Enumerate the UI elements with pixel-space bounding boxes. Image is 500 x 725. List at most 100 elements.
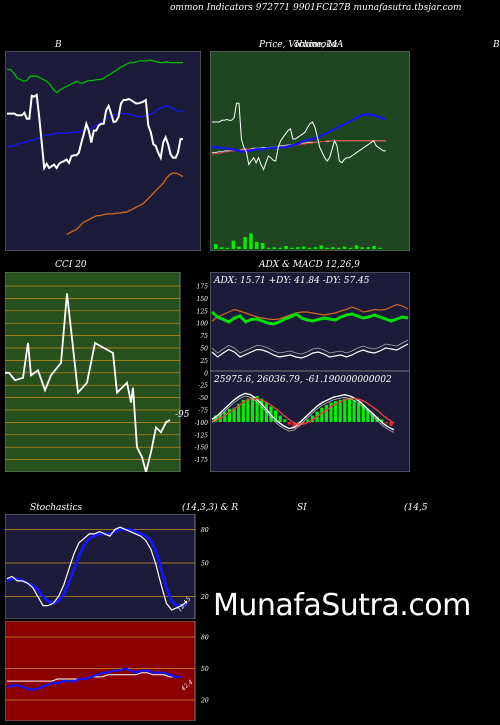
macd-histogram-bar [357, 402, 361, 422]
cci-tick-label: 0 [204, 370, 208, 377]
bollinger-upper-line [7, 59, 183, 94]
stochastics-tick-label: 80 [201, 527, 209, 534]
cci-tick-label: -125 [195, 432, 209, 439]
macd-histogram-bar [287, 422, 291, 425]
macd-secondary-line [211, 395, 395, 433]
volume-bar [290, 247, 294, 249]
volume-bar [360, 247, 365, 249]
volume-bar [214, 244, 218, 249]
rsi-tick-label: 50 [201, 666, 209, 673]
macd-histogram-bar [375, 416, 379, 422]
volume-bar [237, 246, 241, 249]
macd-histogram-bar [310, 415, 315, 422]
rsi-tick-label: 20 [200, 698, 209, 705]
cci-tick-label: 150 [197, 296, 209, 303]
bollinger-bg [5, 51, 201, 251]
macd-histogram-bar [366, 409, 370, 422]
rsi-tick-label: 80 [201, 635, 209, 642]
cci-tick-label: 100 [197, 321, 209, 328]
adx-title: ADX & MACD 12,26,9 [259, 260, 360, 270]
volume-bar [284, 246, 288, 249]
volume-bar [219, 247, 224, 249]
volume-bar [331, 247, 335, 249]
price-ma-price-line [212, 102, 386, 171]
cci-tick-label: 75 [200, 333, 208, 340]
macd-histogram-bar [370, 412, 375, 422]
price-ma-ma_red-line [211, 140, 386, 155]
volume-bar [337, 247, 341, 249]
stochastics-tick-label: 50 [201, 561, 209, 568]
volume-bar [225, 247, 230, 249]
macd-histogram-bar [352, 399, 356, 422]
page-title: ommon Indicators 972771 9901FCI27B munaf… [170, 3, 462, 13]
volume-bar [307, 247, 312, 249]
macd-macd-line [211, 392, 395, 431]
cci-tick-label: 25 [199, 358, 208, 365]
volume-bar [296, 247, 300, 249]
price-ma-subtitle: Ichimoku [295, 40, 338, 50]
price-ma-title: Price, Volume, MA [259, 40, 344, 50]
macd-histogram-bar [223, 411, 227, 422]
cci-tick-label: -75 [198, 408, 208, 415]
volume-bar [313, 247, 318, 249]
macd-histogram-bar [334, 401, 338, 422]
macd-histogram-bar [274, 410, 278, 422]
macd-histogram-bar [255, 396, 259, 422]
macd-histogram-bar [278, 415, 282, 422]
volume-bar [372, 246, 376, 249]
watermark: MunafaSutra.com [213, 588, 471, 623]
macd-histogram-bar [214, 415, 218, 422]
macd-histogram-bar [380, 419, 384, 422]
volume-bar [266, 247, 271, 249]
volume-bar [231, 240, 236, 249]
bollinger-chart [5, 51, 201, 251]
cci-tick-label: 175 [197, 284, 209, 291]
adx-label: ADX: 15.71 +DY: 41.84 -DY: 57.45 [214, 276, 370, 286]
volume-bar [260, 243, 265, 249]
adx-minus_di-line [211, 310, 409, 326]
volume-bar [243, 237, 247, 249]
volume-bar [348, 247, 353, 249]
cci-tick-label: -25 [198, 383, 208, 390]
macd-histogram-bar [329, 402, 333, 422]
cci-tick-label: -175 [195, 457, 209, 464]
price-ma-chart [210, 51, 410, 251]
cci-title: CCI 20 [55, 260, 87, 270]
macd-histogram-bar [237, 403, 241, 422]
rsi-title: SI [297, 503, 307, 513]
stochastics-tick-label: 20 [200, 594, 209, 601]
volume-bar [301, 246, 306, 249]
volume-bar [272, 247, 277, 249]
adx-adx-line [211, 343, 409, 359]
cci-last-label: -95 [175, 410, 190, 420]
bollinger-price-line [7, 93, 183, 172]
macd-histogram-bar [260, 398, 264, 422]
macd-histogram-bar [343, 398, 347, 422]
volume-bar [278, 247, 282, 249]
volume-bar [249, 233, 253, 249]
macd-histogram-bar [283, 419, 287, 422]
stochastics-d-line [6, 527, 188, 607]
cci-tick-label: 50 [200, 346, 208, 353]
stochastics-title: Stochastics [30, 503, 83, 513]
macd-histogram-bar [227, 409, 231, 422]
cci-line [5, 293, 171, 472]
macd-histogram-bar [338, 399, 342, 422]
macd-histogram-bar [361, 405, 365, 422]
macd-histogram-bar [389, 422, 393, 426]
volume-bar [378, 247, 382, 249]
side-letter-right: B [493, 40, 500, 50]
price-ma-ma_blue-line [212, 113, 386, 153]
volume-bar [366, 247, 370, 249]
volume-bar [354, 245, 359, 249]
cci-tick-label: -50 [198, 395, 208, 402]
macd-histogram-bar [320, 407, 324, 422]
macd-histogram-bar [232, 407, 236, 422]
volume-bar [325, 247, 329, 249]
cci-tick-label: -100 [195, 420, 209, 427]
macd-histogram-bar [246, 398, 250, 422]
adx-plus_di-line [211, 303, 409, 322]
adx-secondary-line [211, 339, 409, 355]
macd-histogram-bar [292, 422, 296, 429]
